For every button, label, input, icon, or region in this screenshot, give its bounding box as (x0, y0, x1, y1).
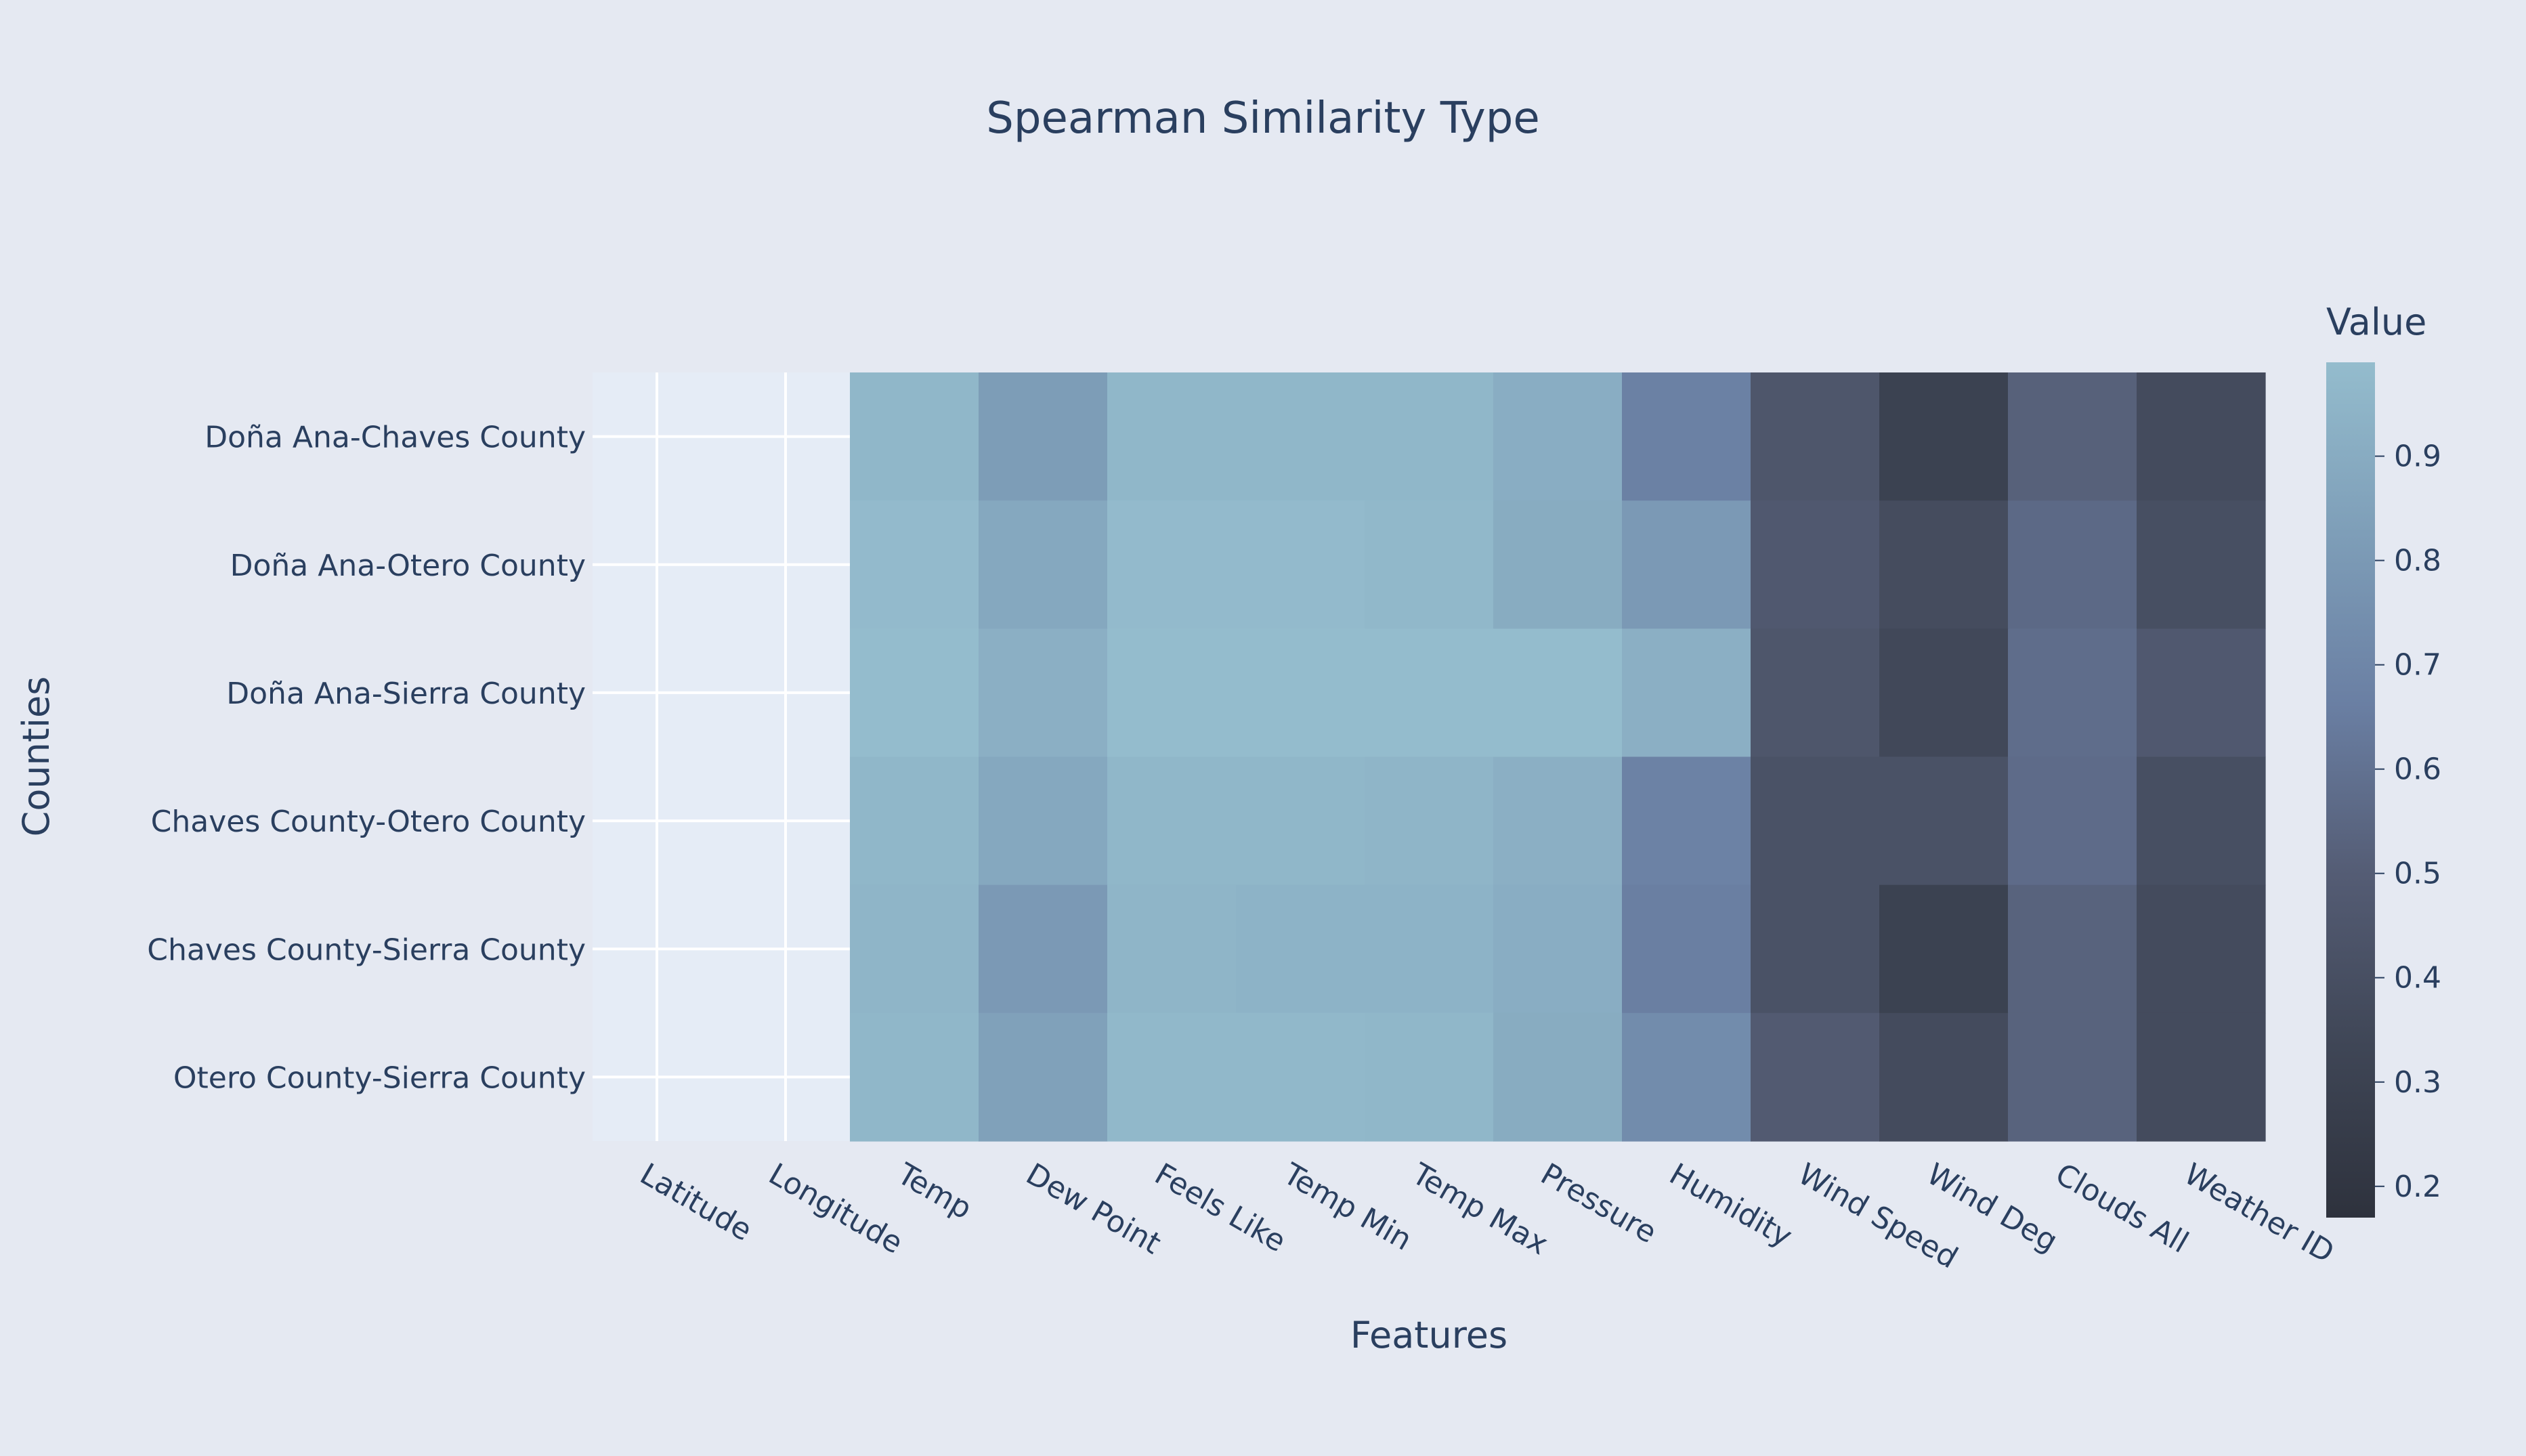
heatmap-cell[interactable] (1365, 628, 1494, 758)
heatmap-cell[interactable] (1622, 628, 1751, 758)
heatmap-cell[interactable] (850, 628, 979, 758)
heatmap-cells (593, 372, 2266, 1142)
y-tick-label: Doña Ana-Sierra County (226, 677, 586, 711)
heatmap-cell[interactable] (2008, 628, 2137, 758)
heatmap-cell[interactable] (1365, 1012, 1494, 1142)
heatmap-cell[interactable] (1107, 628, 1237, 758)
y-tick-label: Chaves County-Sierra County (147, 933, 586, 967)
heatmap-cell[interactable] (1751, 372, 1880, 501)
heatmap-cell[interactable] (979, 756, 1108, 886)
heatmap-cell[interactable] (1236, 1012, 1365, 1142)
heatmap-cell[interactable] (1236, 372, 1365, 501)
heatmap-cell[interactable] (1493, 884, 1623, 1014)
y-tick-label: Chaves County-Otero County (151, 805, 586, 839)
heatmap-cell[interactable] (2008, 500, 2137, 629)
heatmap-cell[interactable] (1236, 628, 1365, 758)
y-axis-title: Counties (15, 677, 58, 837)
heatmap-cell[interactable] (1107, 1012, 1237, 1142)
heatmap-cell[interactable] (1107, 500, 1237, 629)
chart-title: Spearman Similarity Type (986, 93, 1539, 144)
heatmap-cell[interactable] (1879, 884, 2009, 1014)
heatmap-cell[interactable] (1493, 500, 1623, 629)
heatmap-cell[interactable] (2137, 372, 2266, 501)
heatmap-cell[interactable] (1107, 884, 1237, 1014)
colorbar-tick-label: 0.7 (2394, 648, 2441, 683)
heatmap-cell[interactable] (1365, 884, 1494, 1014)
heatmap-cell[interactable] (1751, 884, 1880, 1014)
heatmap-cell[interactable] (1879, 628, 2009, 758)
heatmap-cell[interactable] (1493, 372, 1623, 501)
y-axis-ticks: Doña Ana-Chaves County Doña Ana-Otero Cou… (147, 421, 586, 1096)
y-tick-label: Otero County-Sierra County (173, 1061, 586, 1095)
heatmap-cell[interactable] (1107, 756, 1237, 886)
heatmap-cell[interactable] (1493, 1012, 1623, 1142)
colorbar-tick-label: 0.3 (2394, 1065, 2441, 1100)
y-tick-label: Doña Ana-Chaves County (205, 421, 586, 455)
x-axis-title: Features (1350, 1314, 1507, 1356)
heatmap-cell[interactable] (1751, 756, 1880, 886)
heatmap-cell[interactable] (1622, 756, 1751, 886)
heatmap-cell[interactable] (1493, 628, 1623, 758)
colorbar-tick-label: 0.5 (2394, 857, 2441, 891)
heatmap-cell[interactable] (1493, 756, 1623, 886)
heatmap-cell[interactable] (2008, 1012, 2137, 1142)
heatmap-cell[interactable] (1622, 1012, 1751, 1142)
colorbar-ticks: 0.2 0.3 0.4 0.5 0.6 0.7 0.8 0.9 (2375, 440, 2441, 1204)
heatmap-cell[interactable] (1751, 1012, 1880, 1142)
heatmap-cell[interactable] (2008, 372, 2137, 501)
heatmap-cell[interactable] (2137, 500, 2266, 629)
heatmap-cell[interactable] (979, 884, 1108, 1014)
heatmap-cell[interactable] (979, 1012, 1108, 1142)
heatmap-cell[interactable] (1622, 500, 1751, 629)
heatmap-cell[interactable] (979, 628, 1108, 758)
heatmap-cell[interactable] (1622, 372, 1751, 501)
colorbar: Value 0.2 0.3 0.4 0.5 0.6 0.7 0.8 0.9 (2326, 301, 2441, 1218)
heatmap-cell[interactable] (2008, 756, 2137, 886)
heatmap-cell[interactable] (1751, 628, 1880, 758)
colorbar-title: Value (2326, 301, 2426, 343)
heatmap-cell[interactable] (1107, 372, 1237, 501)
heatmap-cell[interactable] (979, 500, 1108, 629)
heatmap-cell[interactable] (1236, 500, 1365, 629)
heatmap-cell[interactable] (979, 372, 1108, 501)
heatmap-cell[interactable] (1622, 884, 1751, 1014)
heatmap-cell[interactable] (1879, 500, 2009, 629)
heatmap-cell[interactable] (850, 884, 979, 1014)
colorbar-tick-label: 0.2 (2394, 1170, 2441, 1204)
colorbar-tick-label: 0.8 (2394, 544, 2441, 578)
y-tick-label: Doña Ana-Otero County (230, 549, 586, 583)
heatmap-cell[interactable] (1879, 1012, 2009, 1142)
heatmap-cell[interactable] (1751, 500, 1880, 629)
heatmap-cell[interactable] (1236, 884, 1365, 1014)
heatmap-cell[interactable] (850, 756, 979, 886)
heatmap-cell[interactable] (850, 500, 979, 629)
heatmap-cell[interactable] (2137, 1012, 2266, 1142)
colorbar-tick-label: 0.4 (2394, 961, 2441, 995)
heatmap-cell[interactable] (1365, 372, 1494, 501)
heatmap-cell[interactable] (850, 372, 979, 501)
heatmap-cell[interactable] (1236, 756, 1365, 886)
heatmap-cell[interactable] (2137, 628, 2266, 758)
heatmap-cell[interactable] (2137, 884, 2266, 1014)
heatmap-cell[interactable] (850, 1012, 979, 1142)
heatmap-cell[interactable] (2008, 884, 2137, 1014)
colorbar-tick-label: 0.9 (2394, 440, 2441, 474)
heatmap-cell[interactable] (1365, 756, 1494, 886)
heatmap-cell[interactable] (1365, 500, 1494, 629)
colorbar-gradient (2326, 362, 2375, 1218)
heatmap-cell[interactable] (1879, 372, 2009, 501)
colorbar-tick-label: 0.6 (2394, 752, 2441, 787)
heatmap-cell[interactable] (1879, 756, 2009, 886)
heatmap-cell[interactable] (2137, 756, 2266, 886)
